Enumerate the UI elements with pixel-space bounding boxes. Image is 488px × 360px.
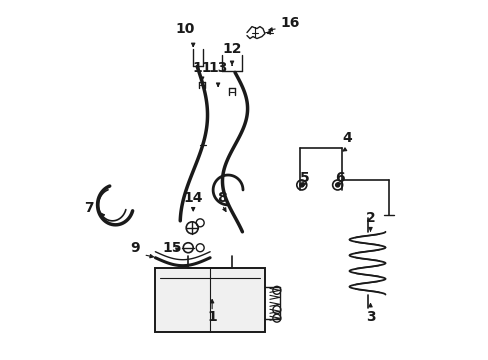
Text: 7: 7	[83, 201, 93, 215]
Text: 4: 4	[342, 131, 352, 145]
Circle shape	[299, 183, 303, 187]
Text: 11: 11	[192, 62, 211, 76]
Text: 2: 2	[365, 211, 375, 225]
Text: 3: 3	[365, 310, 375, 324]
Text: 14: 14	[183, 191, 203, 205]
Text: 6: 6	[334, 171, 344, 185]
Bar	[155, 268, 264, 332]
Text: 1: 1	[207, 310, 217, 324]
Text: 13: 13	[208, 62, 227, 76]
Text: 8: 8	[217, 191, 226, 205]
Text: 10: 10	[175, 22, 195, 36]
Text: 5: 5	[299, 171, 309, 185]
Circle shape	[335, 183, 339, 187]
Text: 16: 16	[280, 15, 299, 30]
Text: 12: 12	[222, 41, 241, 55]
Text: 15: 15	[162, 241, 182, 255]
Text: 9: 9	[130, 241, 140, 255]
